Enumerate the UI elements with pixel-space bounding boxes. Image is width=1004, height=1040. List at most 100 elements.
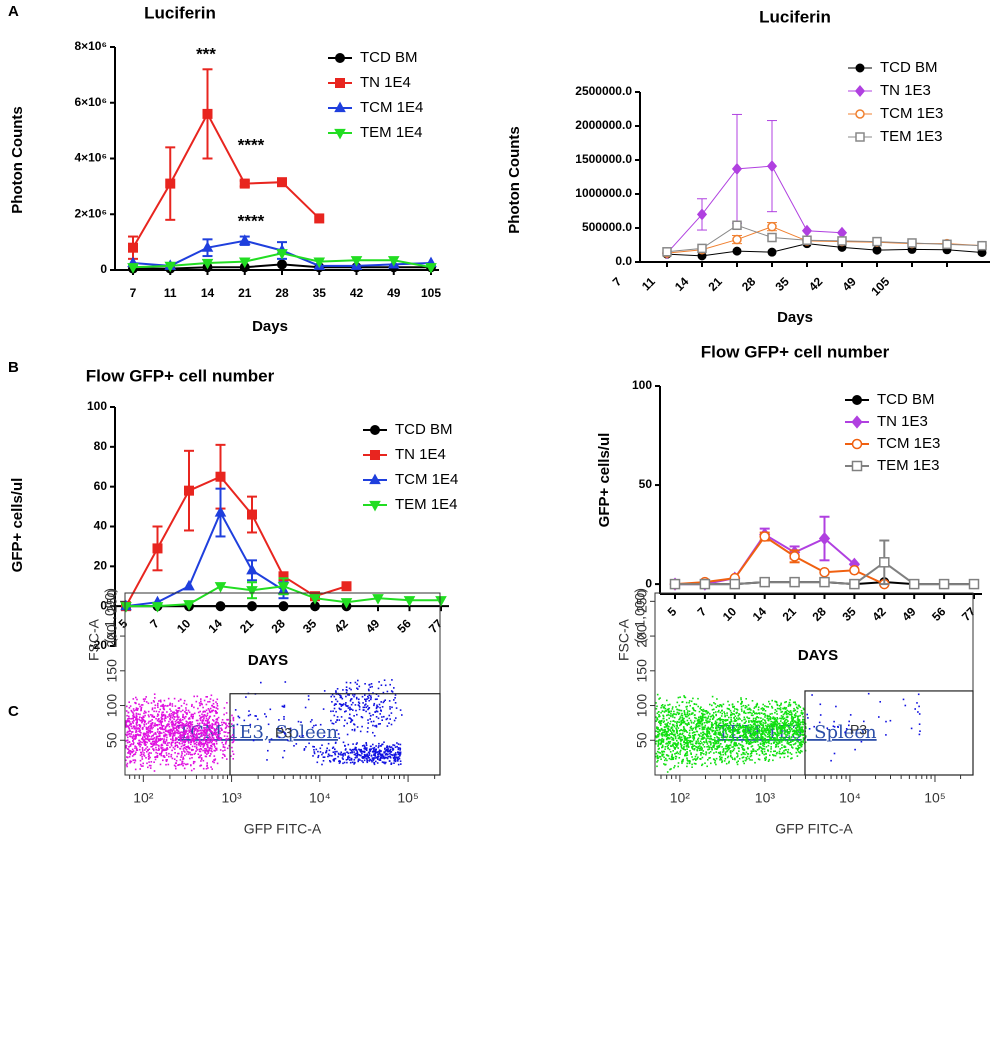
cell-dot (204, 736, 206, 739)
cell-dot (695, 728, 697, 730)
cell-dot (798, 747, 801, 749)
cell-dot (212, 737, 215, 739)
cell-dot (761, 727, 763, 729)
cell-dot (190, 764, 192, 767)
legend-label: TN 1E3 (880, 82, 931, 99)
cell-dot (738, 728, 741, 731)
cell-dot (165, 729, 167, 732)
cell-dot (340, 716, 343, 718)
cell-dot (722, 748, 725, 751)
cell-dot (170, 741, 173, 744)
cell-dot (158, 739, 160, 742)
marker (239, 178, 250, 189)
cell-dot (797, 745, 799, 747)
cell-dot (133, 761, 136, 764)
marker (435, 596, 447, 607)
cell-dot (657, 728, 659, 731)
cell-dot (150, 746, 152, 748)
cell-dot (146, 736, 149, 739)
cell-dot (375, 706, 378, 708)
cell-dot (126, 719, 129, 722)
cell-dot (684, 754, 686, 756)
cell-dot (375, 760, 377, 763)
cell-dot (666, 745, 669, 748)
cell-dot (728, 716, 730, 719)
cell-dot (366, 761, 369, 764)
cell-dot (193, 738, 195, 741)
cell-dot (188, 717, 191, 719)
cell-dot (364, 746, 366, 749)
cell-dot (368, 760, 371, 762)
cell-dot (334, 757, 337, 760)
cell-dot (848, 724, 850, 727)
cell-dot (344, 749, 347, 751)
cell-dot (761, 748, 764, 751)
cell-dot (127, 718, 129, 720)
cell-dot (711, 704, 713, 707)
cell-dot (160, 746, 162, 748)
cell-dot (323, 690, 326, 692)
cell-dot (227, 718, 229, 721)
cell-dot (367, 727, 369, 729)
cell-dot (176, 726, 179, 728)
cell-dot (771, 699, 773, 702)
y-tick-label: 0 (645, 576, 652, 590)
cell-dot (725, 720, 727, 722)
cell-dot (390, 746, 393, 748)
cell-dot (678, 721, 680, 723)
cell-dot (695, 753, 698, 756)
cell-dot (794, 738, 796, 741)
cell-dot (196, 729, 198, 731)
cell-dot (136, 719, 139, 721)
cell-dot (222, 746, 225, 748)
cell-dot (161, 725, 164, 727)
cell-dot (379, 723, 381, 725)
cell-dot (722, 737, 724, 739)
cell-dot (181, 752, 183, 755)
cell-dot (732, 706, 735, 709)
cell-dot (170, 713, 173, 715)
cell-dot (210, 744, 213, 747)
cell-dot (155, 751, 157, 754)
cell-dot (746, 729, 748, 731)
cell-dot (223, 754, 226, 756)
cell-dot (347, 707, 350, 709)
cell-dot (194, 727, 197, 730)
cell-dot (143, 752, 145, 754)
cell-dot (394, 760, 397, 763)
cell-dot (655, 735, 657, 738)
cell-dot (690, 727, 692, 730)
cell-dot (680, 709, 683, 712)
cell-dot (371, 760, 373, 763)
cell-dot (786, 709, 788, 712)
cell-dot (175, 719, 178, 721)
cell-dot (197, 719, 199, 722)
cell-dot (715, 741, 718, 744)
cell-dot (185, 709, 187, 711)
cell-dot (339, 760, 341, 762)
cell-dot (137, 734, 140, 736)
marker (767, 232, 777, 243)
cell-dot (689, 726, 692, 729)
cell-dot (692, 737, 694, 739)
y-tick-label: 200 (634, 624, 650, 648)
cell-dot (781, 717, 783, 719)
cell-dot (268, 741, 271, 743)
cell-dot (195, 728, 198, 730)
cell-dot (712, 745, 715, 747)
cell-dot (751, 721, 754, 723)
cell-dot (158, 749, 160, 751)
cell-dot (141, 718, 144, 720)
cell-dot (237, 715, 240, 718)
marker (767, 221, 777, 232)
cell-dot (176, 741, 179, 743)
cell-dot (784, 739, 787, 742)
cell-dot (705, 751, 707, 753)
cell-dot (165, 752, 168, 754)
cell-dot (365, 744, 368, 747)
cell-dot (794, 730, 796, 733)
cell-dot (162, 748, 164, 751)
cell-dot (690, 753, 692, 755)
cell-dot (778, 727, 780, 730)
cell-dot (770, 720, 772, 723)
